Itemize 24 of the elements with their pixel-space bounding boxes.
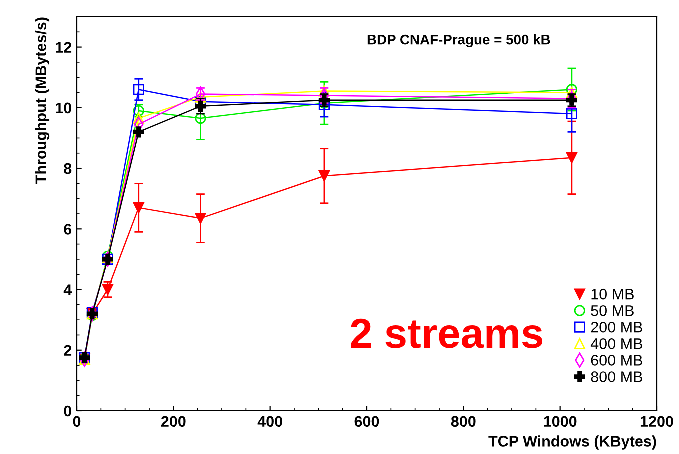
y-tick-label: 12 bbox=[56, 42, 72, 53]
annotation: 2 streams bbox=[351, 318, 542, 348]
x-tick-label: 1200 bbox=[640, 416, 674, 428]
y-tick-label: 0 bbox=[64, 406, 72, 417]
legend-label: 10 MB bbox=[592, 288, 634, 300]
x-axis-title: TCP Windows (KBytes) bbox=[488, 436, 656, 450]
x-tick-label: 800 bbox=[451, 416, 476, 428]
y-tick-label: 8 bbox=[64, 163, 72, 174]
y-tick-label: 4 bbox=[64, 284, 72, 296]
legend-label: 600 MB bbox=[591, 355, 642, 366]
y-tick-label: 6 bbox=[64, 224, 72, 235]
x-tick-label: 0 bbox=[73, 416, 81, 428]
y-tick-label: 2 bbox=[64, 345, 72, 356]
legend-label: 800 MB bbox=[591, 372, 642, 382]
legend-label: 50 MB bbox=[591, 305, 634, 316]
y-tick-label: 10 bbox=[56, 102, 72, 114]
annotation: BDP CNAF-Prague = 500 kB bbox=[368, 34, 550, 48]
x-tick-label: 1000 bbox=[544, 416, 577, 428]
legend-label: 200 MB bbox=[591, 322, 642, 333]
x-tick-label: 200 bbox=[161, 416, 186, 428]
y-axis-title: Throughput (MBytes/s) bbox=[35, 18, 50, 184]
x-tick-label: 600 bbox=[354, 416, 380, 428]
x-tick-label: 400 bbox=[258, 416, 282, 428]
legend-label: 400 MB bbox=[590, 338, 642, 350]
